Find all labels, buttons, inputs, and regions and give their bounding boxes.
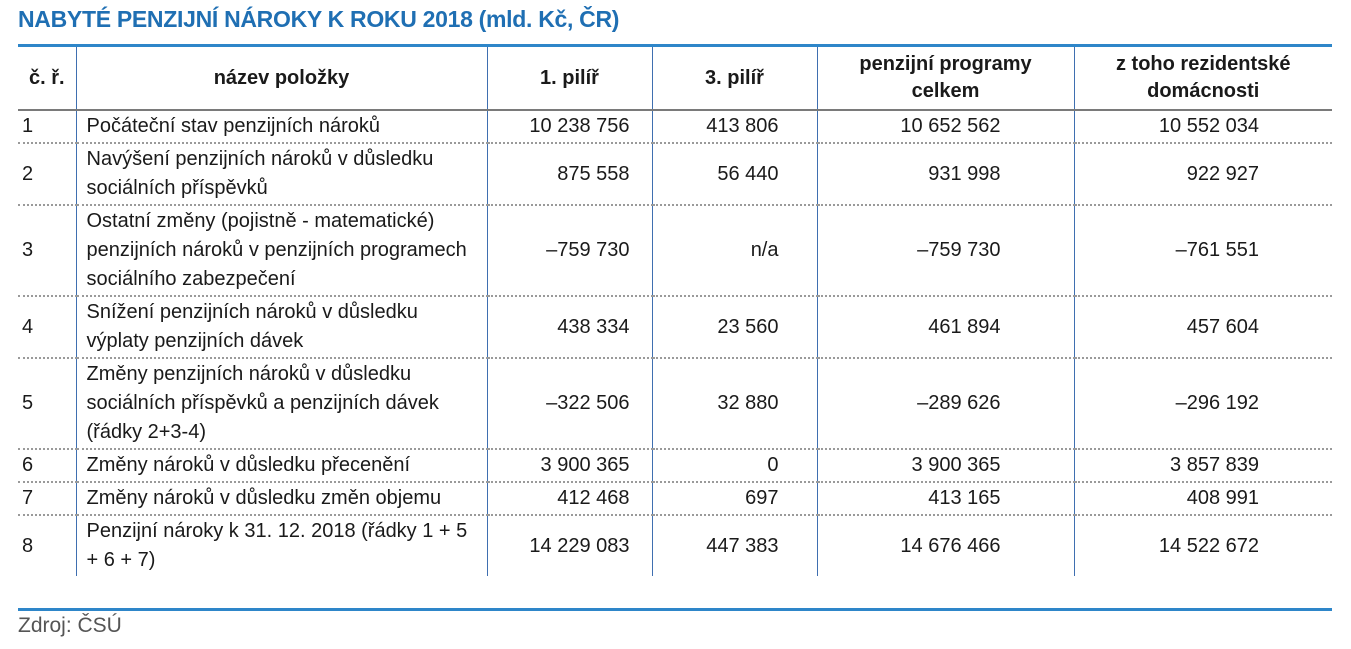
column-header: 1. pilíř [486, 47, 652, 111]
cell-pillar-1: 3 900 365 [486, 449, 652, 483]
cell-pillar-1: –759 730 [486, 205, 652, 297]
table-row: 2 Navýšení penzijních nároků v důsledku … [18, 143, 1332, 206]
cell-pillar-3: 56 440 [651, 143, 817, 206]
table-row: 5 Změny penzijních nároků v důsledku soc… [18, 358, 1332, 450]
cell-pillar-3: 23 560 [651, 296, 817, 359]
cell-pillar-3: 697 [651, 482, 817, 516]
cell-resident-households: –296 192 [1073, 358, 1332, 450]
cell-resident-households: 922 927 [1073, 143, 1332, 206]
row-label: Ostatní změny (pojistně - matematické) p… [75, 205, 487, 297]
cell-pillar-1: 412 468 [486, 482, 652, 516]
cell-total: 413 165 [816, 482, 1074, 516]
cell-resident-households: 14 522 672 [1073, 515, 1332, 576]
row-number: 6 [18, 449, 76, 483]
cell-pillar-3: 413 806 [651, 110, 817, 144]
row-number: 5 [18, 358, 76, 450]
row-label: Snížení penzijních nároků v důsledku výp… [75, 296, 487, 359]
cell-resident-households: 457 604 [1073, 296, 1332, 359]
pension-table: č. ř. název položky 1. pilíř 3. pilíř pe… [18, 47, 1332, 576]
table-row: 3 Ostatní změny (pojistně - matematické)… [18, 205, 1332, 297]
bottom-rule [18, 608, 1332, 611]
row-label: Penzijní nároky k 31. 12. 2018 (řádky 1 … [75, 515, 487, 576]
row-number: 4 [18, 296, 76, 359]
table-row: 6 Změny nároků v důsledku přecenění 3 90… [18, 449, 1332, 483]
table-row: 7 Změny nároků v důsledku změn objemu 41… [18, 482, 1332, 516]
row-label: Navýšení penzijních nároků v důsledku so… [75, 143, 487, 206]
cell-pillar-3: n/a [651, 205, 817, 297]
row-label: Počáteční stav penzijních nároků [75, 110, 487, 144]
row-number: 3 [18, 205, 76, 297]
row-number: 2 [18, 143, 76, 206]
cell-total: 14 676 466 [816, 515, 1074, 576]
table-row: 1 Počáteční stav penzijních nároků 10 23… [18, 110, 1332, 144]
cell-pillar-1: –322 506 [486, 358, 652, 450]
row-label: Změny penzijních nároků v důsledku sociá… [75, 358, 487, 450]
cell-resident-households: 408 991 [1073, 482, 1332, 516]
table-row: 8 Penzijní nároky k 31. 12. 2018 (řádky … [18, 515, 1332, 576]
top-rule [18, 44, 1332, 47]
cell-pillar-1: 10 238 756 [486, 110, 652, 144]
cell-total: –759 730 [816, 205, 1074, 297]
cell-total: –289 626 [816, 358, 1074, 450]
row-number: 7 [18, 482, 76, 516]
row-label: Změny nároků v důsledku přecenění [75, 449, 487, 483]
cell-resident-households: 3 857 839 [1073, 449, 1332, 483]
column-header: penzijní programy celkem [816, 47, 1074, 111]
cell-total: 461 894 [816, 296, 1074, 359]
cell-total: 10 652 562 [816, 110, 1074, 144]
row-number: 8 [22, 534, 34, 557]
table-title: NABYTÉ PENZIJNÍ NÁROKY K ROKU 2018 (mld.… [18, 6, 620, 32]
cell-total: 3 900 365 [816, 449, 1074, 483]
cell-pillar-3: 32 880 [651, 358, 817, 450]
cell-pillar-1: 14 229 083 [486, 515, 652, 576]
cell-resident-households: –761 551 [1073, 205, 1332, 297]
column-header: 3. pilíř [651, 47, 817, 111]
table-row: 4 Snížení penzijních nároků v důsledku v… [18, 296, 1332, 359]
cell-pillar-3: 0 [651, 449, 817, 483]
cell-resident-households: 10 552 034 [1073, 110, 1332, 144]
cell-pillar-3: 447 383 [651, 515, 817, 576]
row-label: Změny nároků v důsledku změn objemu [75, 482, 487, 516]
cell-total: 931 998 [816, 143, 1074, 206]
cell-pillar-1: 438 334 [486, 296, 652, 359]
column-header: název položky [75, 47, 487, 111]
table-header-row: č. ř. název položky 1. pilíř 3. pilíř pe… [18, 47, 1332, 111]
row-number: 1 [18, 110, 76, 144]
column-header: č. ř. [18, 47, 76, 111]
column-header: z toho rezidentské domácnosti [1073, 47, 1332, 111]
cell-pillar-1: 875 558 [486, 143, 652, 206]
source-note: Zdroj: ČSÚ [18, 614, 122, 637]
